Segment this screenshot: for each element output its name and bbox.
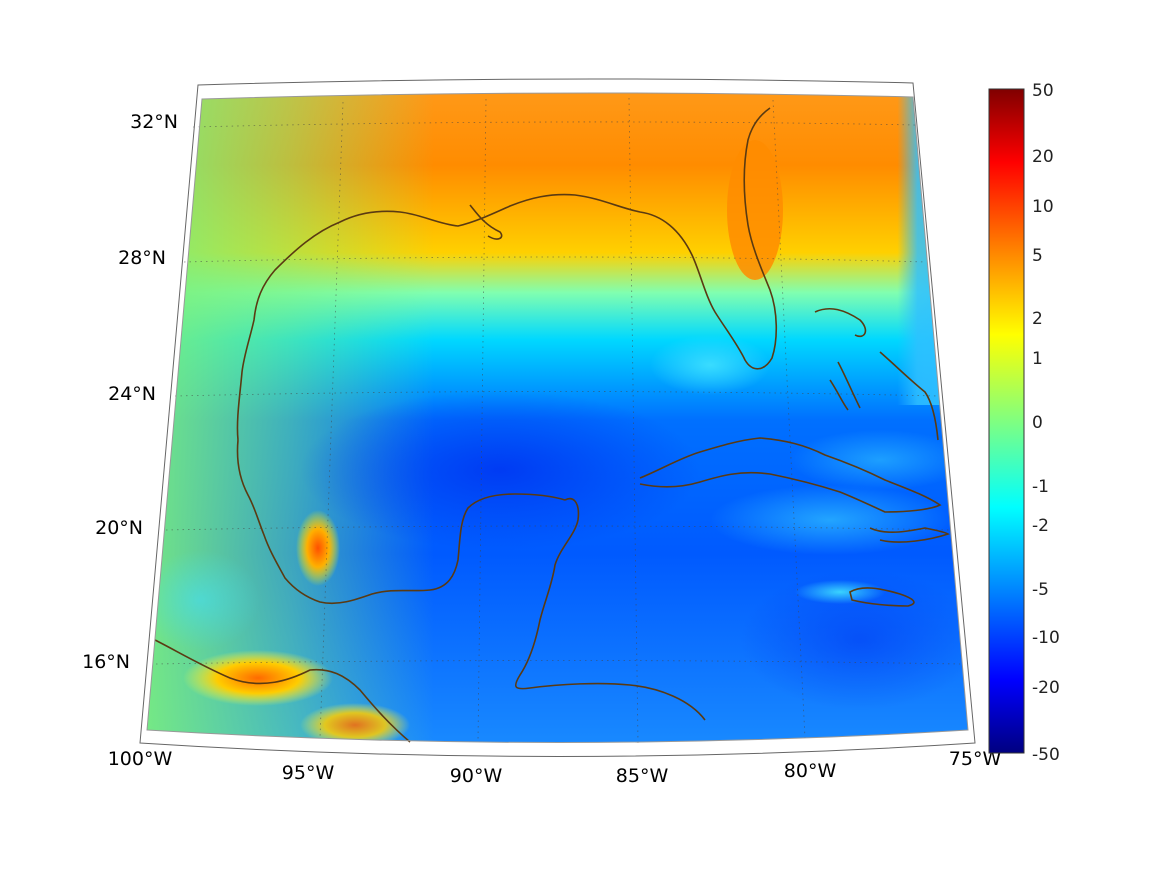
lat-label-32: 32°N xyxy=(130,111,178,133)
latitude-labels: 32°N 28°N 24°N 20°N 16°N xyxy=(82,111,178,673)
colorbar-tick-2: 2 xyxy=(1032,309,1043,329)
lat-label-20: 20°N xyxy=(95,517,143,539)
colorbar-tick-neg20: -20 xyxy=(1032,678,1060,698)
lon-label-80: 80°W xyxy=(784,760,837,782)
colorbar-tick-1: 1 xyxy=(1032,349,1043,369)
lat-label-16: 16°N xyxy=(82,651,130,673)
colorbar-tick-50: 50 xyxy=(1032,81,1054,101)
colorbar-tick-neg5: -5 xyxy=(1032,580,1049,600)
lon-label-85: 85°W xyxy=(616,765,669,787)
colorbar: 50 20 10 5 2 1 0 -1 -2 -5 -10 -20 -50 xyxy=(988,81,1060,765)
colorbar-tick-neg50: -50 xyxy=(1032,745,1060,765)
lat-label-28: 28°N xyxy=(118,247,166,269)
colorbar-tick-10: 10 xyxy=(1032,197,1054,217)
colorbar-tick-neg2: -2 xyxy=(1032,516,1049,536)
colorbar-tick-5: 5 xyxy=(1032,246,1043,266)
lon-label-90: 90°W xyxy=(450,765,503,787)
colorbar-tick-20: 20 xyxy=(1032,147,1054,167)
lon-label-100: 100°W xyxy=(108,748,173,770)
longitude-labels: 100°W 95°W 90°W 85°W 80°W 75°W xyxy=(108,748,1002,787)
coastlines xyxy=(154,107,950,743)
map-frame xyxy=(139,78,976,757)
lon-label-75: 75°W xyxy=(949,748,1002,770)
colorbar-tick-0: 0 xyxy=(1032,413,1043,433)
data-field xyxy=(147,92,968,743)
graticule xyxy=(155,97,961,744)
colorbar-gradient xyxy=(988,88,1025,754)
colorbar-tick-neg1: -1 xyxy=(1032,477,1049,497)
lat-label-24: 24°N xyxy=(108,383,156,405)
lon-label-95: 95°W xyxy=(282,762,335,784)
colorbar-tick-neg10: -10 xyxy=(1032,628,1060,648)
